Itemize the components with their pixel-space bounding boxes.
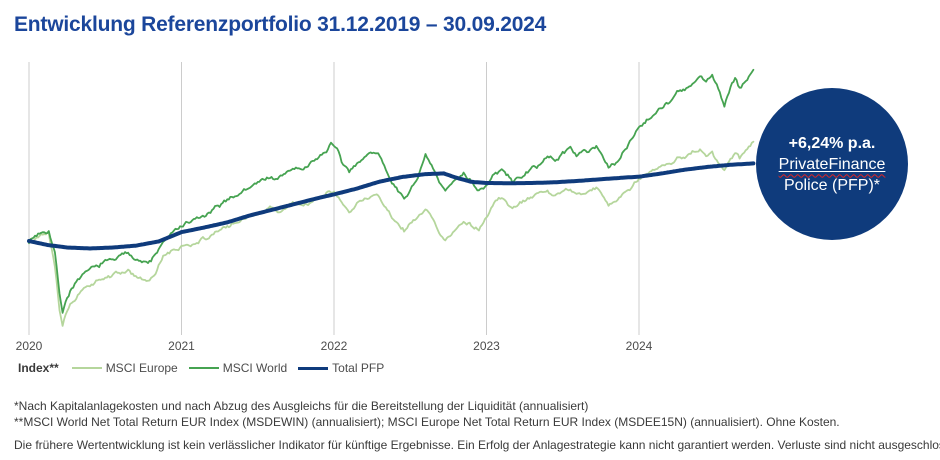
legend-label: MSCI Europe — [105, 361, 178, 375]
msci-europe-line-swatch — [71, 367, 102, 369]
risk-disclaimer: Die frühere Wertentwicklung ist kein ver… — [14, 438, 940, 452]
badge-product-name-2: Police (PFP)* — [783, 176, 881, 194]
axis-tick-2024: 2024 — [625, 339, 653, 353]
page-title: Entwicklung Referenzportfolio 31.12.2019… — [14, 13, 547, 36]
chart-legend: Index** MSCI Europe MSCI World Total PFP — [18, 361, 395, 375]
axis-tick-2020: 2020 — [15, 339, 43, 353]
legend-item-msci-world: MSCI World — [188, 361, 288, 375]
badge-return-value: +6,24% p.a. — [788, 134, 876, 152]
series-msci-europe — [28, 140, 755, 327]
legend-label: Total PFP — [332, 361, 385, 375]
legend-item-total-pfp: Total PFP — [298, 361, 384, 375]
legend-item-msci-europe: MSCI Europe — [71, 361, 178, 375]
series-msci-world — [28, 68, 755, 314]
badge-product-name: PrivateFinance — [778, 155, 886, 173]
axis-tick-2021: 2021 — [168, 339, 195, 353]
footnote-2: **MSCI World Net Total Return EUR Index … — [14, 415, 840, 429]
series-total-pfp — [27, 161, 756, 251]
axis-tick-2022: 2022 — [320, 339, 348, 353]
legend-label: MSCI World — [222, 361, 288, 375]
axis-tick-2023: 2023 — [473, 339, 500, 353]
msci-world-line-swatch — [188, 367, 219, 369]
legend-index-label: Index** — [18, 361, 59, 375]
footnote-1: *Nach Kapitalanlagekosten und nach Abzug… — [14, 399, 589, 413]
footnotes: *Nach Kapitalanlagekosten und nach Abzug… — [14, 398, 840, 430]
performance-badge: +6,24% p.a. PrivateFinance Police (PFP)* — [756, 88, 908, 240]
total-pfp-line-swatch — [298, 366, 329, 370]
